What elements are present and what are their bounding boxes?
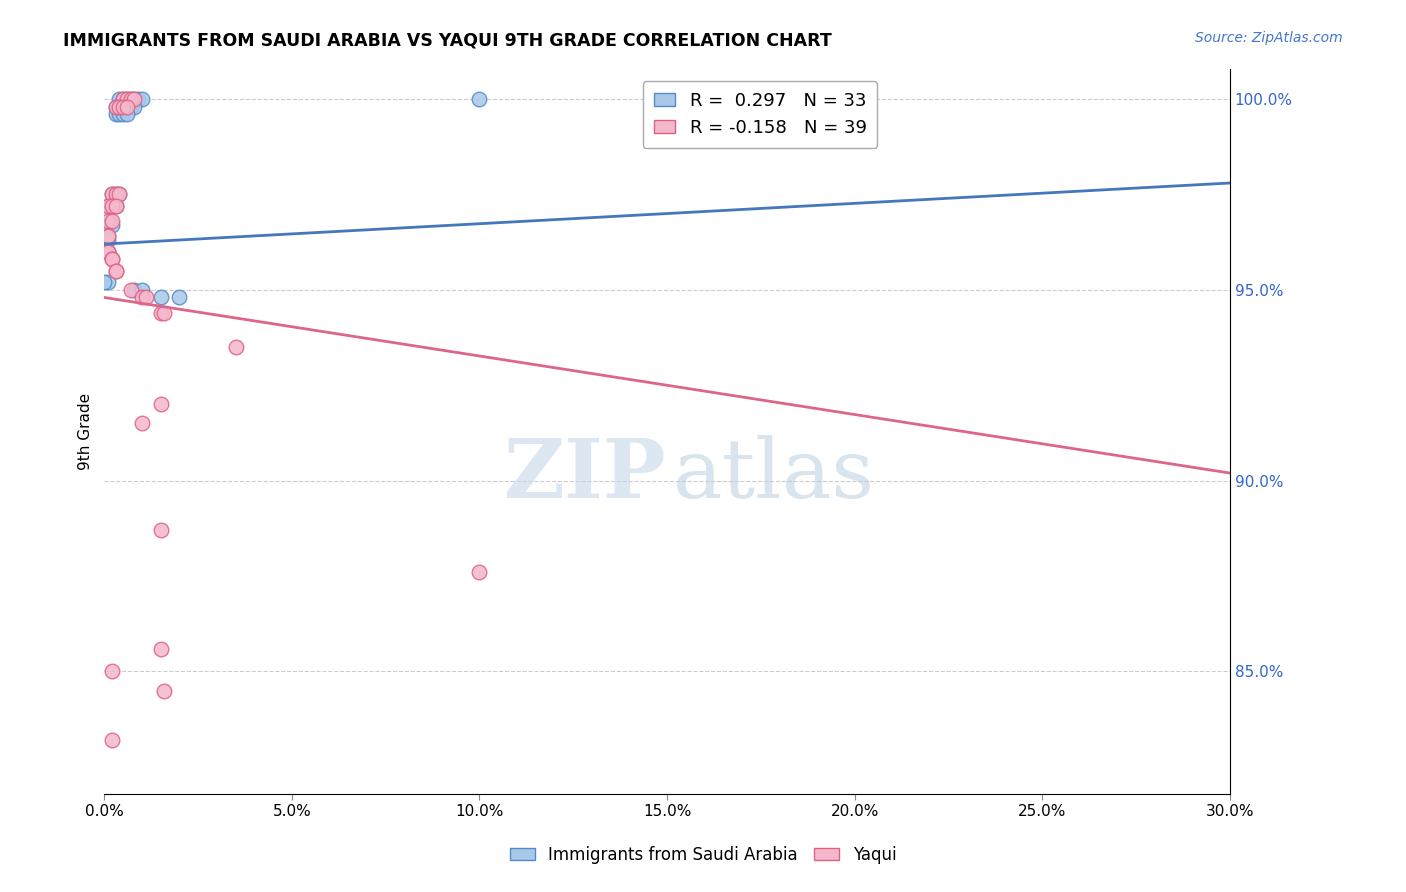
Point [153,306,176,320]
Point [97,244,120,259]
Point [101,214,124,228]
Point [101,665,124,679]
Point [149,291,172,305]
Point [108,92,131,106]
Point [115,107,138,121]
Point [108,100,131,114]
Point [104,264,127,278]
Point [115,92,138,106]
Point [135,291,157,305]
Point [468,92,491,106]
Text: ZIP: ZIP [505,434,666,515]
Point [169,291,191,305]
Point [468,566,491,580]
Point [112,100,135,114]
Point [149,641,172,656]
Point [104,100,127,114]
Point [104,199,127,213]
Point [112,92,135,106]
Point [97,199,120,213]
Point [97,229,120,244]
Point [97,214,120,228]
Point [124,100,146,114]
Point [104,264,127,278]
Point [101,252,124,267]
Point [101,199,124,213]
Point [124,283,146,297]
Point [225,340,247,354]
Point [93,275,115,289]
Point [108,187,131,202]
Point [124,92,146,106]
Point [120,100,142,114]
Point [131,291,153,305]
Point [101,218,124,232]
Point [149,306,172,320]
Point [101,199,124,213]
Point [153,683,176,698]
Point [97,244,120,259]
Point [101,733,124,747]
Point [97,244,120,259]
Legend: R =  0.297   N = 33, R = -0.158   N = 39: R = 0.297 N = 33, R = -0.158 N = 39 [643,81,877,148]
Text: atlas: atlas [672,434,875,515]
Point [120,92,142,106]
Y-axis label: 9th Grade: 9th Grade [79,392,93,469]
Point [115,100,138,114]
Text: Source: ZipAtlas.com: Source: ZipAtlas.com [1195,31,1343,45]
Point [101,187,124,202]
Point [149,397,172,411]
Point [131,92,153,106]
Point [112,107,135,121]
Point [97,275,120,289]
Point [108,100,131,114]
Point [101,187,124,202]
Point [97,218,120,232]
Point [112,100,135,114]
Point [127,92,149,106]
Point [112,92,135,106]
Point [101,252,124,267]
Point [120,92,142,106]
Point [108,107,131,121]
Legend: Immigrants from Saudi Arabia, Yaqui: Immigrants from Saudi Arabia, Yaqui [503,839,903,871]
Point [149,523,172,537]
Point [104,187,127,202]
Point [124,92,146,106]
Point [131,417,153,431]
Point [115,92,138,106]
Point [120,283,142,297]
Point [115,100,138,114]
Point [104,187,127,202]
Point [104,107,127,121]
Point [97,229,120,244]
Point [97,199,120,213]
Point [104,199,127,213]
Point [108,187,131,202]
Text: IMMIGRANTS FROM SAUDI ARABIA VS YAQUI 9TH GRADE CORRELATION CHART: IMMIGRANTS FROM SAUDI ARABIA VS YAQUI 9T… [63,31,832,49]
Point [104,100,127,114]
Point [131,283,153,297]
Point [97,233,120,247]
